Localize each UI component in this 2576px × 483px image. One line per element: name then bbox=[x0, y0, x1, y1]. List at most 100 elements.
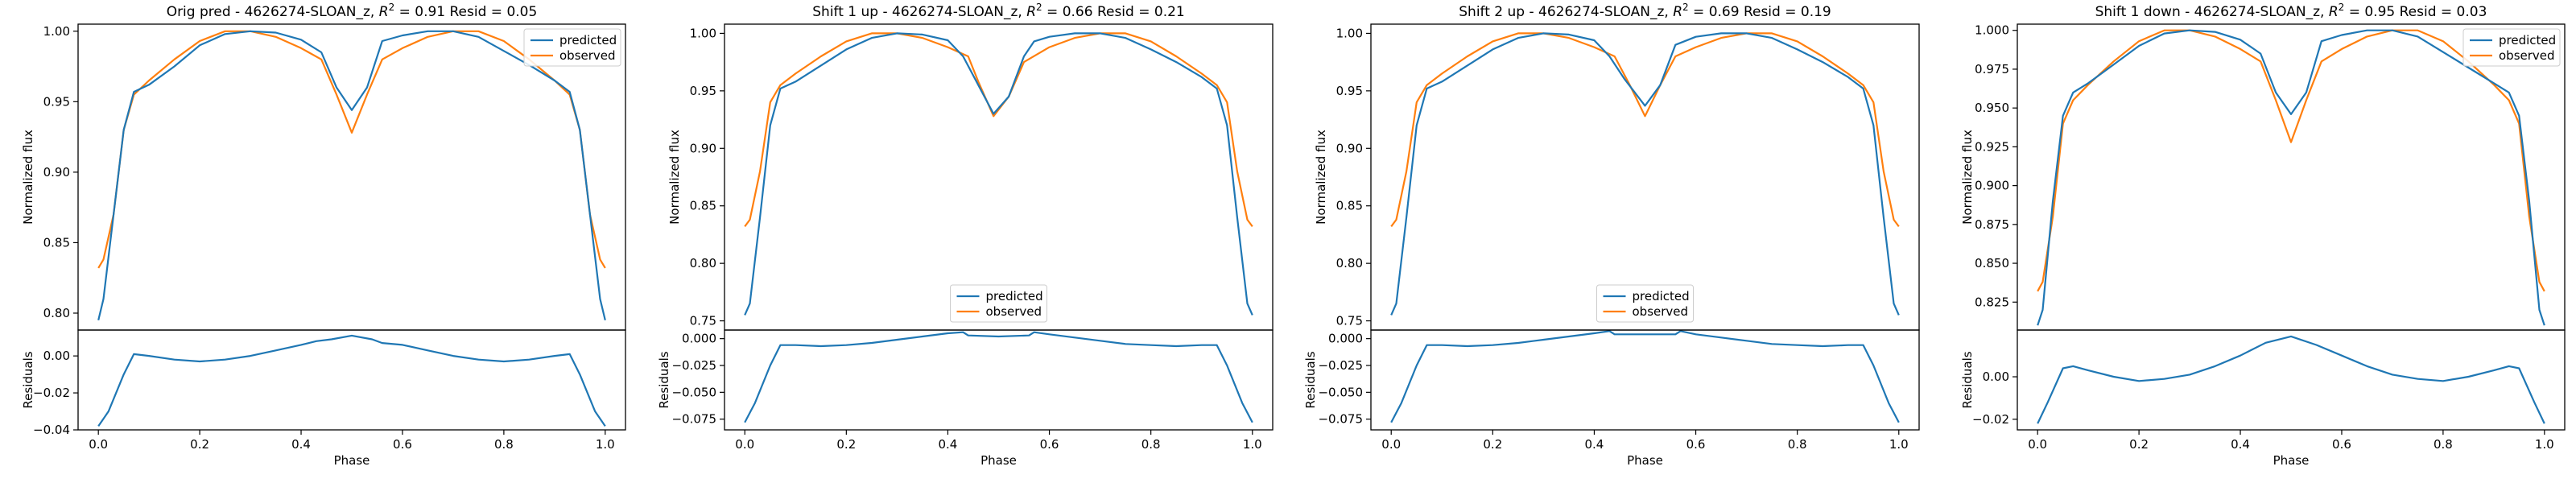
resid-y-tick-label: −0.075 bbox=[671, 412, 716, 427]
y-tick-label: 0.875 bbox=[1975, 217, 2009, 232]
chart-title-sup: 2 bbox=[2339, 2, 2345, 13]
resid-y-tick-label: −0.075 bbox=[1318, 412, 1363, 427]
chart-panel-3: Shift 2 up - 4626274-SLOAN_z, R2 = 0.69 … bbox=[1303, 2, 1920, 468]
legend-box bbox=[2462, 28, 2561, 67]
x-tick-label: 0.2 bbox=[190, 437, 209, 452]
x-tick-label: 0.4 bbox=[939, 437, 958, 452]
residuals-line bbox=[1390, 330, 1900, 423]
x-axis-label: Phase bbox=[2273, 453, 2310, 468]
resid-y-tick-label: 0.00 bbox=[43, 349, 70, 363]
y-tick-label: 0.95 bbox=[43, 94, 70, 109]
x-tick-label: 0.8 bbox=[2434, 437, 2453, 452]
x-axis-label: Phase bbox=[334, 453, 370, 468]
x-tick-label: 0.4 bbox=[2231, 437, 2250, 452]
residual-axes-frame bbox=[724, 329, 1274, 431]
y-axis-label: Normalized flux bbox=[667, 130, 682, 225]
chart-title: Shift 2 up - 4626274-SLOAN_z, R2 = 0.69 … bbox=[1459, 2, 1831, 20]
x-tick-label: 1.0 bbox=[1243, 437, 1262, 452]
chart-title-rest: = 0.69 Resid = 0.19 bbox=[1689, 4, 1831, 20]
chart-title-rest: = 0.91 Resid = 0.05 bbox=[394, 4, 537, 20]
y-tick-label: 0.80 bbox=[690, 256, 716, 270]
y-tick-label: 0.95 bbox=[690, 84, 716, 98]
x-tick-label: 1.0 bbox=[596, 437, 615, 452]
resid-y-tick-label: 0.000 bbox=[1328, 332, 1363, 346]
y-tick-label: 0.90 bbox=[1336, 141, 1363, 155]
resid-y-axis-label: Residuals bbox=[21, 351, 35, 408]
y-tick-label: 0.850 bbox=[1975, 256, 2009, 270]
resid-y-axis-label: Residuals bbox=[1960, 351, 1975, 408]
y-tick-label: 0.900 bbox=[1975, 179, 2009, 193]
residuals-line bbox=[2037, 335, 2545, 424]
predicted-line bbox=[1390, 32, 1900, 316]
observed-line bbox=[2037, 29, 2545, 292]
x-tick-label: 0.2 bbox=[2129, 437, 2149, 452]
legend-label-predicted: predicted bbox=[986, 289, 1043, 303]
y-tick-label: 0.825 bbox=[1975, 295, 2009, 309]
x-tick-label: 0.8 bbox=[1788, 437, 1807, 452]
y-axis-label: Normalized flux bbox=[21, 130, 35, 225]
legend-box bbox=[1596, 284, 1694, 323]
residual-axes-frame bbox=[1370, 329, 1920, 431]
chart-panel-4: Shift 1 down - 4626274-SLOAN_z, R2 = 0.9… bbox=[1960, 2, 2566, 468]
y-tick-label: 0.85 bbox=[43, 235, 70, 250]
chart-title-r: R bbox=[379, 4, 389, 20]
x-tick-label: 0.6 bbox=[1040, 437, 1059, 452]
predicted-line bbox=[2037, 29, 2545, 326]
observed-line bbox=[1390, 32, 1900, 228]
x-tick-label: 0.6 bbox=[1686, 437, 1706, 452]
y-tick-label: 0.950 bbox=[1975, 101, 2009, 115]
resid-y-tick-label: −0.02 bbox=[1972, 412, 2009, 427]
x-tick-label: 0.2 bbox=[836, 437, 856, 452]
y-tick-label: 0.925 bbox=[1975, 139, 2009, 154]
y-axis-label: Normalized flux bbox=[1960, 130, 1975, 225]
y-tick-label: 1.000 bbox=[1975, 23, 2009, 38]
legend-label-predicted: predicted bbox=[2499, 33, 2556, 47]
x-tick-label: 0.2 bbox=[1483, 437, 1502, 452]
y-tick-label: 0.975 bbox=[1975, 62, 2009, 76]
residual-axes-frame bbox=[77, 329, 626, 431]
y-tick-label: 0.90 bbox=[690, 141, 716, 155]
main-axes-frame bbox=[77, 23, 626, 331]
chart-title: Shift 1 down - 4626274-SLOAN_z, R2 = 0.9… bbox=[2095, 2, 2487, 20]
y-tick-label: 0.75 bbox=[690, 314, 716, 328]
x-tick-label: 0.0 bbox=[89, 437, 108, 452]
legend-label-observed: observed bbox=[2499, 48, 2555, 63]
y-axis-label: Normalized flux bbox=[1314, 130, 1328, 225]
y-tick-label: 0.95 bbox=[1336, 84, 1363, 98]
y-tick-label: 0.90 bbox=[43, 165, 70, 180]
chart-panel-2: Shift 1 up - 4626274-SLOAN_z, R2 = 0.66 … bbox=[657, 2, 1274, 468]
resid-y-tick-label: −0.050 bbox=[671, 385, 716, 399]
legend-label-observed: observed bbox=[986, 304, 1042, 319]
chart-title-r: R bbox=[1673, 4, 1682, 20]
predicted-line bbox=[97, 30, 606, 320]
chart-title-sup: 2 bbox=[389, 2, 395, 13]
y-tick-label: 0.80 bbox=[43, 306, 70, 320]
y-tick-label: 0.75 bbox=[1336, 314, 1363, 328]
x-tick-label: 0.0 bbox=[1381, 437, 1401, 452]
resid-y-tick-label: 0.00 bbox=[1983, 369, 2009, 384]
chart-title-prefix: Orig pred - 4626274-SLOAN_z, bbox=[167, 4, 379, 20]
chart-title: Orig pred - 4626274-SLOAN_z, R2 = 0.91 R… bbox=[167, 2, 538, 20]
residuals-line bbox=[744, 331, 1253, 423]
resid-y-tick-label: −0.02 bbox=[33, 386, 70, 400]
x-tick-label: 0.6 bbox=[2332, 437, 2351, 452]
chart-title-sup: 2 bbox=[1036, 2, 1042, 13]
x-tick-label: 0.4 bbox=[291, 437, 311, 452]
x-tick-label: 0.8 bbox=[1141, 437, 1161, 452]
resid-y-axis-label: Residuals bbox=[1303, 351, 1318, 408]
legend-box bbox=[523, 28, 621, 67]
residuals-line bbox=[97, 334, 606, 427]
y-tick-label: 0.85 bbox=[690, 199, 716, 213]
x-axis-label: Phase bbox=[1627, 453, 1663, 468]
chart-title-r: R bbox=[1026, 4, 1036, 20]
y-tick-label: 1.00 bbox=[690, 26, 716, 40]
chart-title-prefix: Shift 2 up - 4626274-SLOAN_z, bbox=[1459, 4, 1673, 20]
legend-label-predicted: predicted bbox=[1633, 289, 1690, 303]
legend-label-observed: observed bbox=[1633, 304, 1689, 319]
chart-title-prefix: Shift 1 down - 4626274-SLOAN_z, bbox=[2095, 4, 2329, 20]
legend-box bbox=[950, 284, 1047, 323]
x-tick-label: 0.0 bbox=[2028, 437, 2047, 452]
x-tick-label: 1.0 bbox=[2535, 437, 2554, 452]
